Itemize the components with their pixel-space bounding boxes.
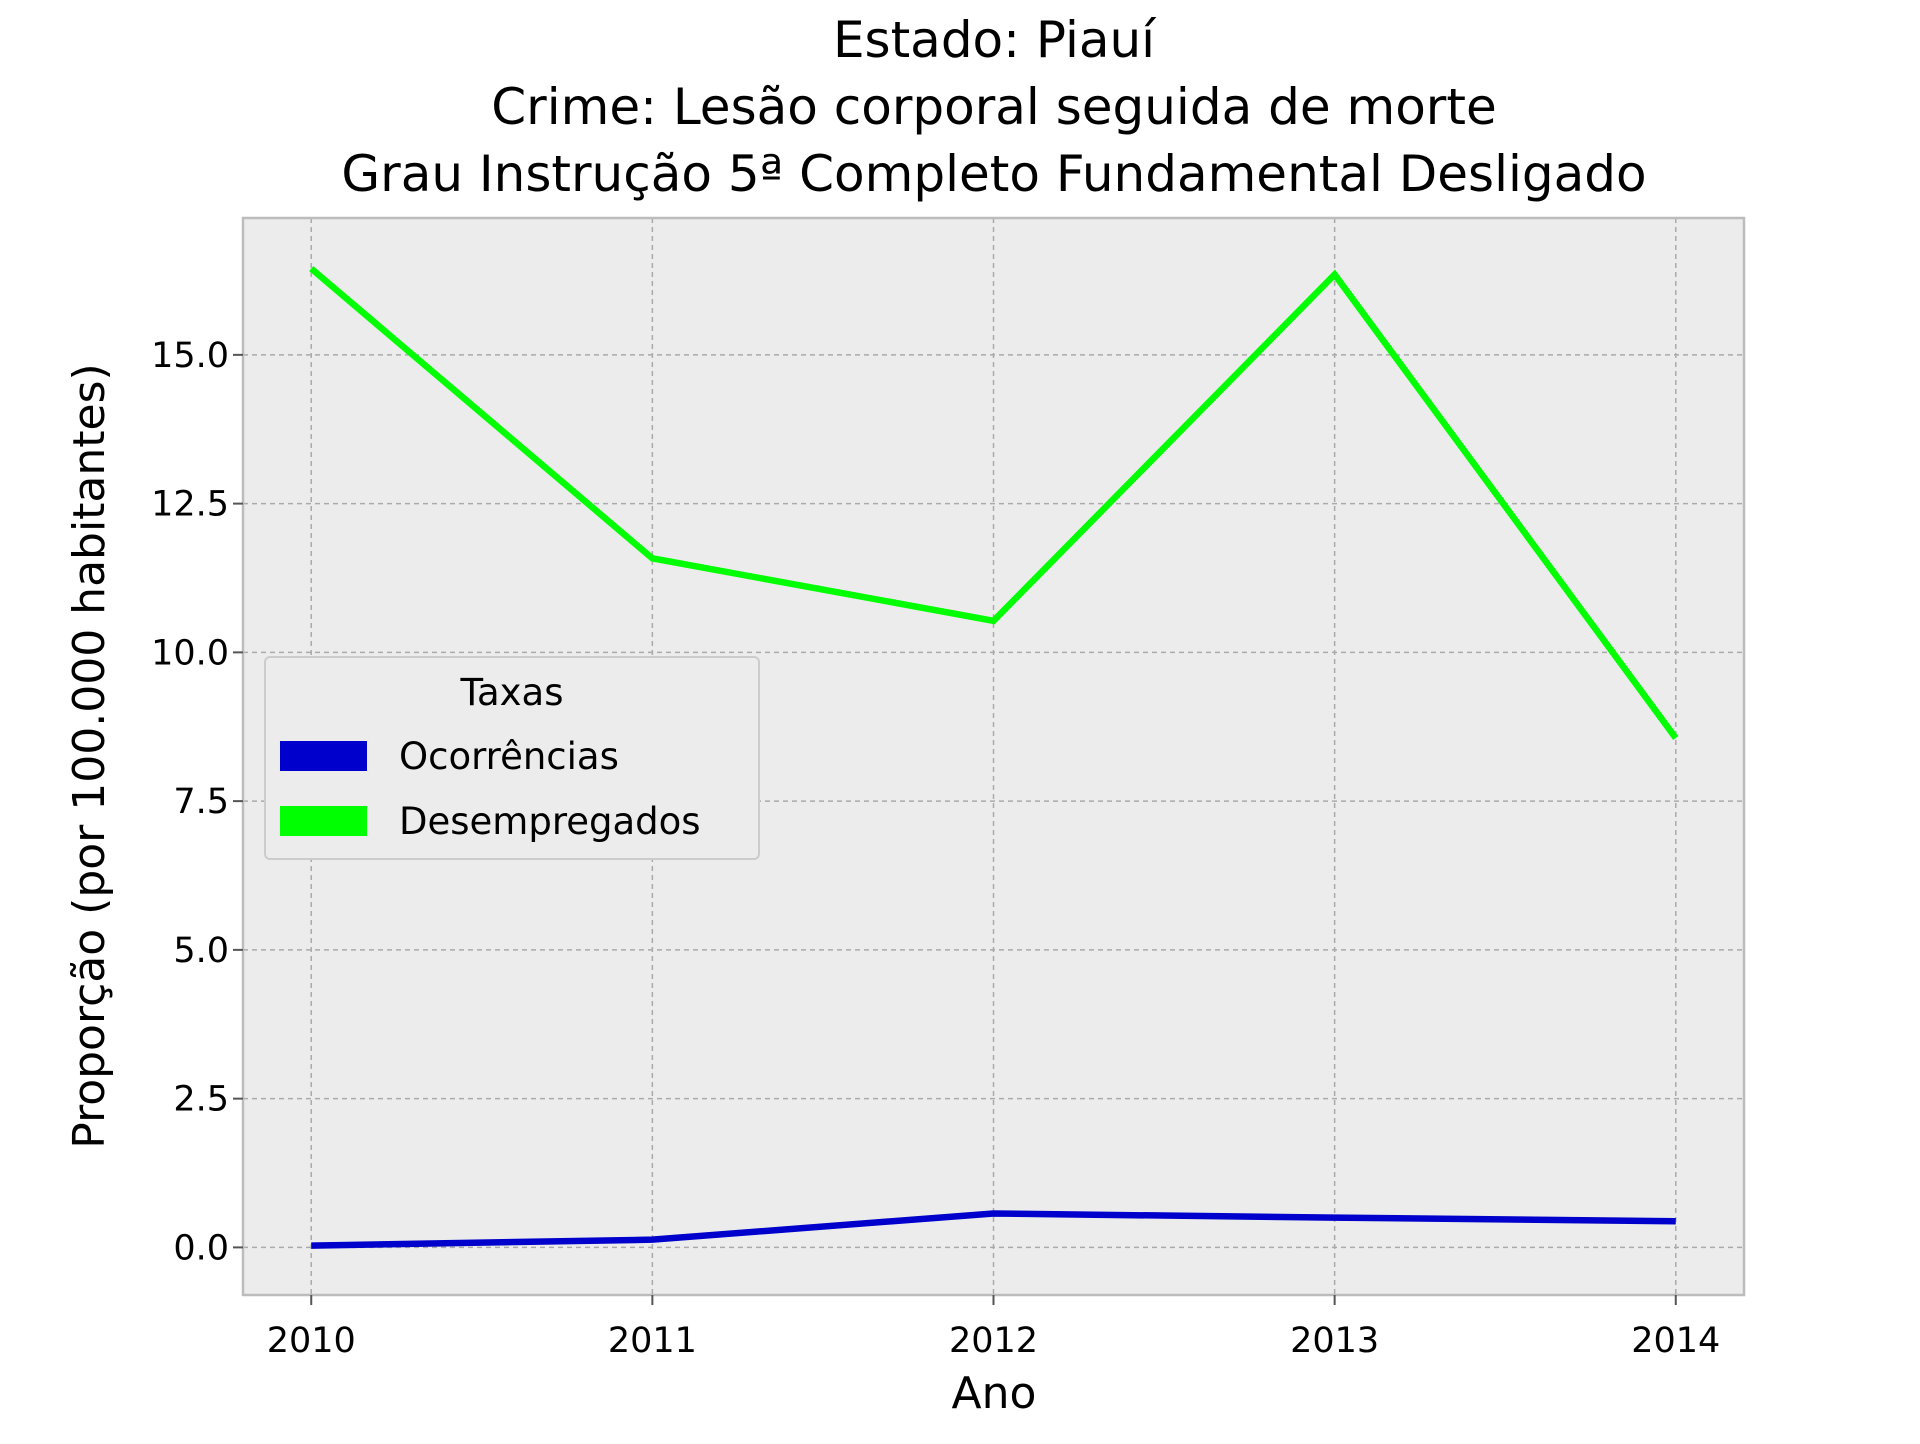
legend-entries: Ocorrências Desempregados	[280, 735, 701, 843]
y-tick-label-15.0: 15.0	[151, 336, 229, 376]
title-line-3: Grau Instrução 5ª Completo Fundamental D…	[341, 145, 1646, 203]
series-1-point-2011	[652, 1239, 653, 1240]
legend-label-2: Desempregados	[399, 800, 701, 843]
series-1-point-2013	[1334, 1217, 1335, 1218]
series-1-point-2012	[993, 1213, 994, 1214]
series-1-point-2010	[311, 1245, 312, 1246]
grid	[243, 218, 1744, 1295]
y-axis-label: Proporção (por 100.000 habitantes)	[64, 363, 115, 1148]
legend-swatch-1	[280, 741, 367, 771]
y-tick-label-5.0: 5.0	[173, 931, 229, 971]
series-2-point-2014	[1675, 738, 1676, 739]
y-tick-label-0.0: 0.0	[173, 1228, 229, 1268]
y-tick-label-7.5: 7.5	[173, 782, 229, 822]
x-tick-label-2012: 2012	[949, 1321, 1038, 1361]
x-axis-label: Ano	[952, 1368, 1037, 1419]
legend-label-1: Ocorrências	[399, 735, 619, 778]
chart-title: Estado: Piauí Crime: Lesão corporal segu…	[341, 11, 1646, 203]
series-lines	[309, 266, 1679, 1249]
legend-swatch-2	[280, 806, 367, 836]
legend-title: Taxas	[460, 671, 564, 714]
x-tick-label-2013: 2013	[1290, 1321, 1379, 1361]
y-tick-label-12.5: 12.5	[151, 485, 229, 525]
series-2-point-2010	[311, 268, 312, 269]
x-axis-ticks: 2010 2011 2012 2013 2014	[267, 1295, 1720, 1361]
x-tick-label-2014: 2014	[1631, 1321, 1720, 1361]
series-2-point-2012	[993, 620, 994, 621]
series-2-point-2013	[1334, 274, 1335, 275]
series-1-point-2014	[1675, 1221, 1676, 1222]
x-tick-label-2010: 2010	[267, 1321, 356, 1361]
x-tick-label-2011: 2011	[608, 1321, 697, 1361]
series-line-1	[311, 1210, 1676, 1249]
y-tick-label-10.0: 10.0	[151, 633, 229, 673]
title-line-2: Crime: Lesão corporal seguida de morte	[491, 78, 1496, 136]
legend-box	[264, 656, 760, 860]
y-axis-ticks: 0.0 2.5 5.0 7.5 10.0 12.5 15.0	[151, 336, 243, 1268]
y-tick-label-2.5: 2.5	[173, 1080, 229, 1120]
series-2-point-2011	[652, 558, 653, 559]
title-line-1: Estado: Piauí	[833, 11, 1157, 69]
series-line-2	[309, 266, 1679, 740]
legend: Taxas Ocorrências Desempregados	[264, 656, 760, 860]
